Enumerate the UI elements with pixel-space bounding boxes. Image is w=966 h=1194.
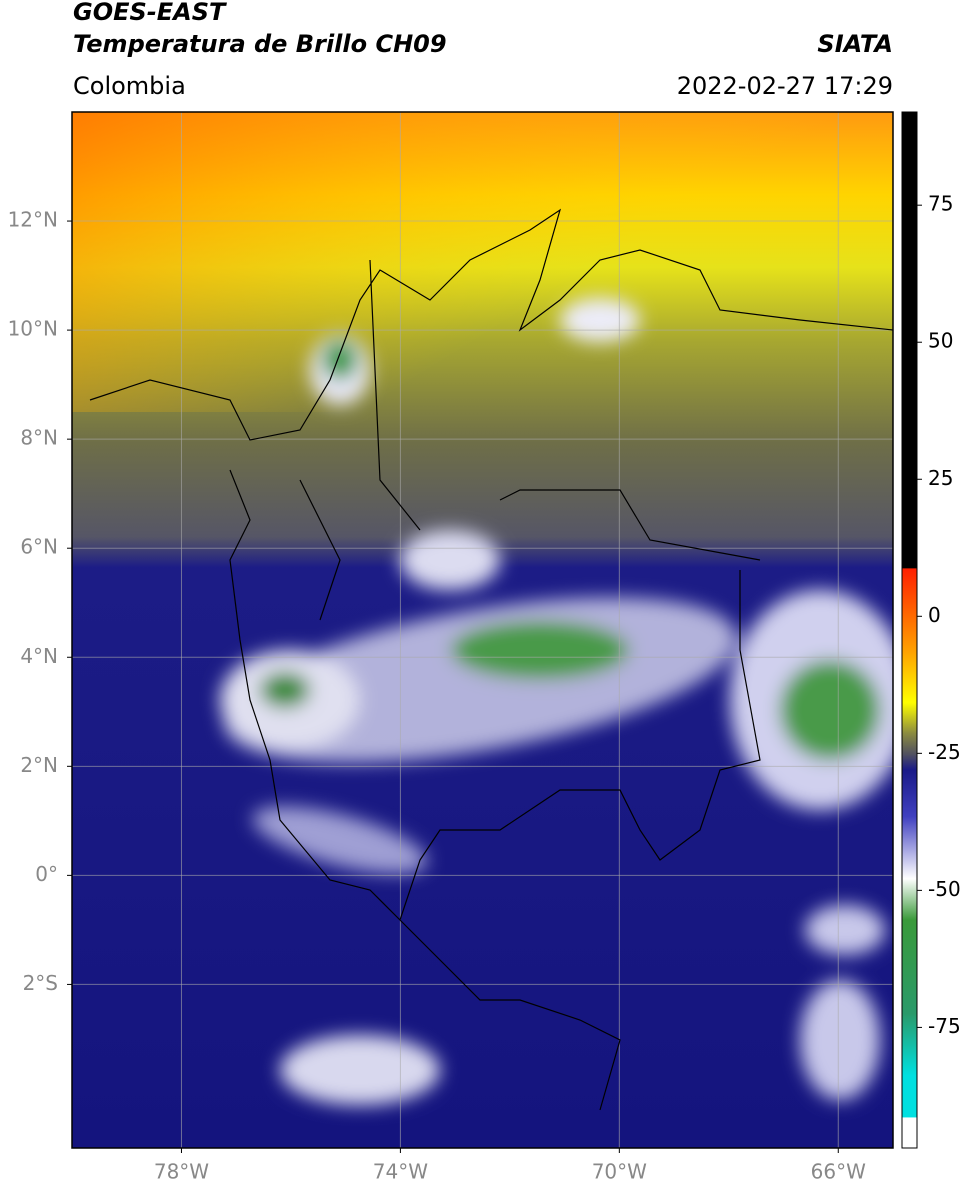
y-tick-label: 4°N xyxy=(20,644,58,668)
colorbar-tick-label: -25 xyxy=(928,740,961,764)
y-tick-label: 2°N xyxy=(20,753,58,777)
y-tick-label: 10°N xyxy=(8,317,58,341)
cloud-tops xyxy=(220,298,893,1105)
x-tick-label: 78°W xyxy=(154,1160,209,1184)
map-frame xyxy=(71,111,894,1149)
colorbar-tick-label: 25 xyxy=(928,466,953,490)
satellite-image xyxy=(72,112,893,1148)
colorbar-tick-label: 75 xyxy=(928,192,953,216)
graticule xyxy=(72,112,893,1148)
region: Colombia xyxy=(73,72,186,100)
title: GOES-EAST xyxy=(73,0,227,26)
y-tick-label: 0° xyxy=(35,862,58,886)
source: SIATA xyxy=(817,30,893,58)
x-tick-label: 74°W xyxy=(373,1160,428,1184)
y-tick-label: 12°N xyxy=(8,208,58,232)
x-tick-label: 70°W xyxy=(592,1160,647,1184)
colorbar-tick-label: 50 xyxy=(928,329,953,353)
y-tick-label: 6°N xyxy=(20,535,58,559)
colorbar-tick-label: -50 xyxy=(928,877,961,901)
datetime: 2022-02-27 17:29 xyxy=(677,72,893,100)
y-tick-label: 2°S xyxy=(23,971,58,995)
borders xyxy=(89,208,893,1111)
colorbar xyxy=(901,111,918,1149)
colorbar-tick-label: -75 xyxy=(928,1014,961,1038)
subtitle: Temperatura de Brillo CH09 xyxy=(73,30,447,58)
y-tick-label: 8°N xyxy=(20,426,58,450)
x-tick-label: 66°W xyxy=(811,1160,866,1184)
colorbar-tick-label: 0 xyxy=(928,603,941,627)
